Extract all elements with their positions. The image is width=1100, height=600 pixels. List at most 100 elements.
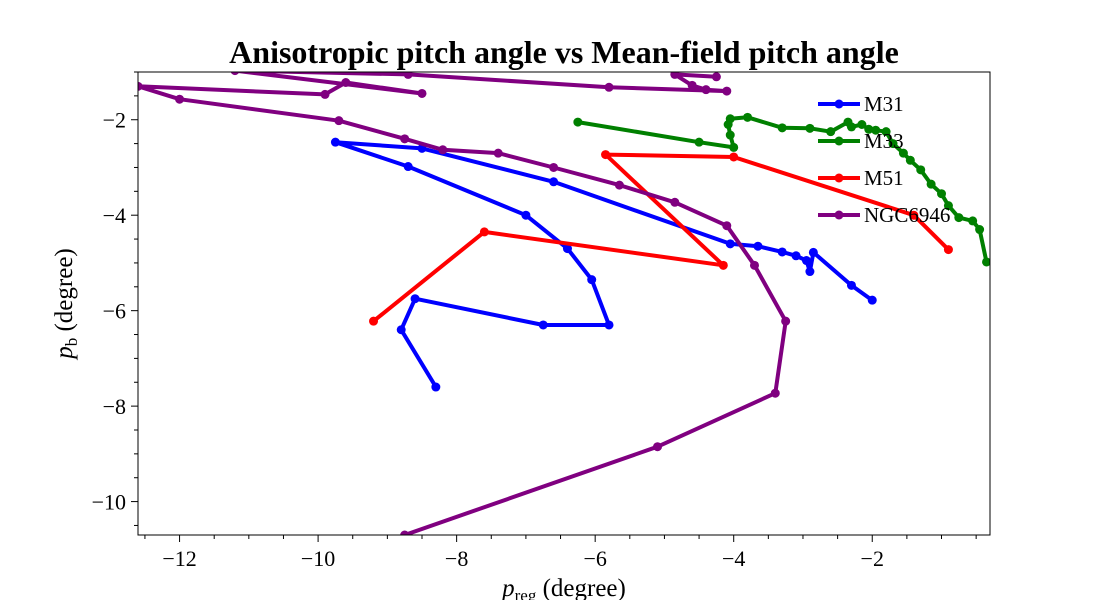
legend-label-m51: M51	[864, 166, 904, 190]
data-point-m31-0	[431, 382, 441, 392]
plot-area-frame	[137, 71, 991, 536]
x-tick-label: −6	[583, 546, 606, 571]
data-point-m33-16	[888, 139, 898, 149]
legend-marker-ngc6946	[834, 210, 844, 220]
data-point-m33-8	[805, 123, 815, 133]
data-point-m33-18	[905, 155, 915, 165]
data-point-ngc6946-1	[653, 442, 663, 452]
data-point-m31-5	[587, 275, 597, 285]
data-point-m51-0	[369, 316, 379, 326]
data-point-m33-21	[937, 189, 947, 199]
data-point-ngc6946-13	[175, 94, 185, 104]
data-point-m33-6	[743, 112, 753, 122]
data-point-m31-4	[604, 320, 614, 330]
data-point-m31-17	[805, 267, 815, 277]
data-point-ngc6946-6	[670, 197, 680, 207]
x-tick-label: −12	[162, 546, 196, 571]
data-point-ngc6946-21	[722, 86, 732, 96]
data-point-m33-11	[846, 122, 856, 132]
data-point-m31-9	[330, 137, 340, 147]
data-point-ngc6946-5	[722, 221, 732, 231]
legend-label-m33: M33	[864, 129, 904, 153]
data-point-m31-20	[867, 295, 877, 305]
y-tick-label: −10	[92, 490, 126, 515]
data-point-m31-8	[403, 162, 413, 172]
x-tick-label: −2	[861, 546, 884, 571]
y-tick-label: −2	[103, 108, 126, 133]
x-axis: −12 −10 −8 −6 −4 −2	[144, 535, 977, 571]
data-point-m31-15	[791, 251, 801, 261]
data-point-m33-1	[694, 137, 704, 147]
y-tick-label: −4	[103, 203, 126, 228]
data-point-ngc6946-3	[781, 316, 791, 326]
data-point-m33-15	[881, 127, 891, 137]
data-point-m33-23	[954, 213, 964, 223]
data-point-ngc6946-2	[770, 388, 780, 398]
data-point-ngc6946-4	[749, 260, 759, 270]
data-point-m31-7	[521, 210, 531, 220]
data-point-m33-22	[943, 201, 953, 211]
y-tick-label: −8	[103, 394, 126, 419]
data-point-m33-14	[871, 125, 881, 135]
data-point-ngc6946-9	[493, 148, 503, 158]
x-tick-label: −4	[722, 546, 745, 571]
data-point-ngc6946-17	[417, 88, 427, 98]
data-point-m51-6	[943, 245, 953, 255]
data-point-ngc6946-11	[400, 134, 410, 144]
data-point-m31-18	[808, 247, 818, 257]
data-point-m51-5	[909, 210, 919, 220]
data-point-m33-9	[826, 127, 836, 137]
data-point-m51-3	[601, 150, 611, 160]
data-point-m33-26	[982, 257, 990, 267]
data-point-ngc6946-10	[438, 145, 448, 155]
data-point-m31-1	[396, 325, 406, 335]
x-tick-label: −10	[301, 546, 335, 571]
data-point-ngc6946-18	[230, 72, 240, 76]
data-point-ngc6946-24	[670, 72, 680, 79]
data-point-m31-14	[777, 247, 787, 257]
data-point-m33-5	[725, 114, 735, 124]
data-point-m31-12	[725, 239, 735, 249]
data-point-m31-3	[538, 320, 548, 330]
data-point-ngc6946-7	[614, 180, 624, 190]
data-point-m33-25	[975, 225, 985, 235]
data-point-ngc6946-16	[341, 78, 351, 88]
data-point-ngc6946-19	[403, 72, 413, 79]
data-point-m33-0	[573, 117, 583, 127]
series-layer	[138, 72, 990, 535]
y-tick-label: −6	[103, 299, 126, 324]
data-point-m51-2	[718, 260, 728, 270]
legend-marker-m33	[834, 136, 844, 146]
data-point-ngc6946-8	[549, 162, 559, 172]
data-point-m51-1	[479, 227, 489, 237]
data-point-ngc6946-15	[320, 89, 330, 99]
data-point-m33-7	[777, 123, 787, 133]
data-point-m33-17	[898, 148, 908, 158]
legend-label-m31: M31	[864, 92, 904, 116]
data-point-m33-3	[725, 130, 735, 140]
legend-marker-m31	[834, 99, 844, 109]
data-point-m31-13	[753, 241, 763, 251]
data-point-m31-6	[562, 244, 572, 254]
data-point-m31-11	[549, 177, 559, 187]
data-point-m33-12	[857, 120, 867, 130]
data-point-ngc6946-23	[687, 80, 697, 90]
data-point-m33-24	[968, 216, 978, 226]
data-point-ngc6946-12	[334, 116, 344, 126]
data-point-ngc6946-20	[604, 82, 614, 92]
data-point-m33-20	[926, 179, 936, 189]
data-point-m31-16	[801, 256, 811, 266]
x-axis-label: preg (degree)	[500, 575, 626, 600]
data-point-m31-2	[410, 294, 420, 304]
data-point-m31-19	[846, 280, 856, 290]
data-point-m33-13	[864, 124, 874, 134]
legend: M31 M33 M51 NGC6946	[818, 92, 950, 227]
data-point-ngc6946-14	[138, 81, 143, 91]
data-point-ngc6946-25	[711, 72, 721, 82]
chart-title: Anisotropic pitch angle vs Mean-field pi…	[229, 34, 899, 70]
legend-label-ngc6946: NGC6946	[864, 203, 950, 227]
y-axis-label: pb (degree)	[51, 248, 81, 361]
data-point-ngc6946-0	[400, 530, 410, 535]
data-point-m33-19	[916, 165, 926, 175]
